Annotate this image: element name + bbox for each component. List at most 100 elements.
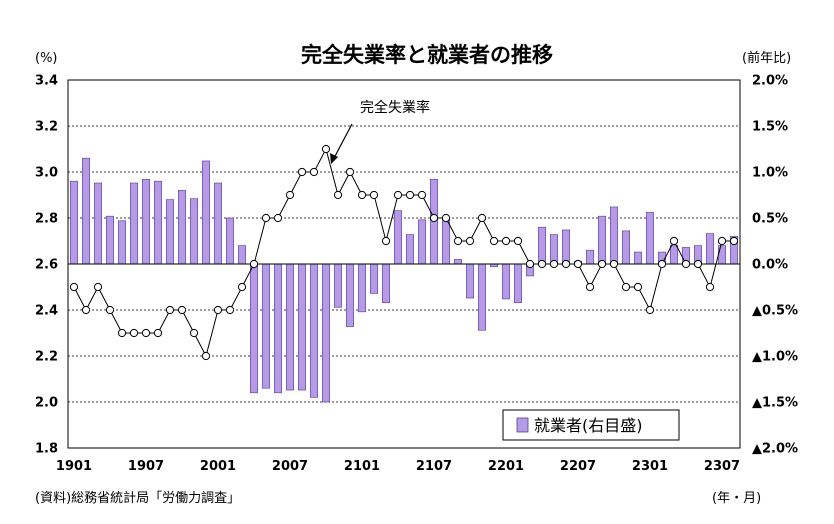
employment-bar — [477, 263, 487, 331]
x-axis-unit: (年・月) — [712, 491, 761, 506]
unemployment-point — [369, 190, 379, 200]
x-tick-label: 2301 — [632, 459, 668, 474]
unemployment-point — [525, 259, 535, 269]
unemployment-point — [201, 351, 211, 361]
employment-bar — [297, 263, 307, 391]
employment-bar — [417, 219, 427, 265]
employment-bar — [405, 234, 415, 265]
right-axis-unit: (前年比) — [742, 50, 791, 66]
unemployment-point — [645, 305, 655, 315]
employment-bar — [333, 263, 343, 308]
unemployment-point — [597, 259, 607, 269]
employment-bar — [201, 160, 211, 265]
unemployment-line-path — [73, 147, 734, 358]
employment-bar — [213, 182, 223, 265]
employment-bar — [441, 217, 451, 265]
employment-bar — [621, 230, 631, 265]
unemployment-point — [477, 213, 487, 223]
employment-bar — [717, 245, 727, 265]
unemployment-point — [453, 236, 463, 246]
employment-bar — [357, 263, 367, 313]
employment-bar — [81, 157, 91, 265]
legend: 就業者(右目盛) — [502, 409, 680, 441]
unemployment-point — [225, 305, 235, 315]
annotation: 完全失業率 — [330, 99, 430, 164]
right-tick-label: ▲1.5% — [752, 396, 798, 411]
right-tick-label: 1.0% — [752, 166, 788, 181]
right-tick-label: ▲1.0% — [752, 350, 798, 365]
unemployment-point — [321, 144, 331, 154]
employment-bar — [105, 215, 115, 265]
unemployment-point — [537, 259, 547, 269]
left-tick-label: 3.2 — [35, 120, 58, 135]
x-tick-label: 2107 — [416, 459, 452, 474]
unemployment-point — [681, 259, 691, 269]
unemployment-point — [129, 328, 139, 338]
annotation-arrowhead — [330, 153, 338, 164]
unemployment-point — [273, 213, 283, 223]
employment-bar — [189, 198, 199, 265]
x-axis: 1901 1907 2001 2007 2101 2107 2201 2207 2301 2307 — [56, 459, 740, 474]
unemployment-point — [441, 213, 451, 223]
unemployment-point — [729, 236, 739, 246]
employment-bar — [117, 220, 127, 265]
employment-bar — [69, 180, 79, 265]
left-tick-label: 2.8 — [35, 212, 58, 227]
unemployment-point — [357, 190, 367, 200]
unemployment-point — [633, 282, 643, 292]
annotation-arrow — [332, 123, 353, 161]
unemployment-point — [117, 328, 127, 338]
employment-bar — [705, 233, 715, 265]
annotation-label: 完全失業率 — [360, 99, 430, 116]
left-tick-label: 3.4 — [35, 74, 58, 89]
unemployment-point — [309, 167, 319, 177]
unemployment-point — [177, 305, 187, 315]
employment-bar — [453, 259, 463, 265]
left-tick-label: 3.0 — [35, 166, 58, 181]
chart-title: 完全失業率と就業者の推移 — [301, 43, 553, 67]
unemployment-point — [381, 236, 391, 246]
unemployment-point — [561, 259, 571, 269]
employment-bar — [501, 263, 511, 300]
unemployment-point — [693, 259, 703, 269]
employment-bar — [381, 263, 391, 303]
x-tick-label: 2007 — [272, 459, 308, 474]
right-tick-label: 0.0% — [752, 258, 788, 273]
unemployment-point — [333, 190, 343, 200]
unemployment-point — [513, 236, 523, 246]
employment-bar — [465, 263, 475, 299]
legend-box — [502, 409, 680, 441]
unemployment-line — [69, 144, 739, 361]
employment-bar — [321, 263, 331, 403]
right-tick-label: 1.5% — [752, 120, 788, 135]
unemployment-point — [261, 213, 271, 223]
employment-bar — [225, 217, 235, 265]
employment-bar — [393, 210, 403, 265]
employment-bar — [633, 251, 643, 265]
unemployment-point — [549, 259, 559, 269]
employment-bar — [345, 263, 355, 327]
right-tick-label: ▲2.0% — [752, 442, 798, 457]
unemployment-point — [609, 259, 619, 269]
unemployment-point — [405, 190, 415, 200]
employment-bar — [93, 182, 103, 265]
unemployment-point — [69, 282, 79, 292]
x-tick-label: 1907 — [128, 459, 164, 474]
left-tick-label: 1.8 — [35, 442, 58, 457]
left-tick-label: 2.6 — [35, 258, 58, 273]
source-note: (資料)総務省統計局「労働力調査」 — [35, 490, 240, 506]
unemployment-point — [393, 190, 403, 200]
unemployment-point — [585, 282, 595, 292]
employment-bar — [129, 182, 139, 265]
employment-bar — [309, 263, 319, 398]
unemployment-point — [417, 190, 427, 200]
right-axis: ▲2.0% ▲1.5% ▲1.0% ▲0.5% 0.0% 0.5% 1.0% 1.5% 2.0% — [752, 74, 798, 457]
unemployment-point — [705, 282, 715, 292]
employment-bar — [561, 229, 571, 265]
unemployment-point — [657, 259, 667, 269]
unemployment-point — [717, 236, 727, 246]
x-tick-label: 2307 — [704, 459, 740, 474]
legend-label: 就業者(右目盛) — [534, 416, 643, 435]
unemployment-point — [489, 236, 499, 246]
